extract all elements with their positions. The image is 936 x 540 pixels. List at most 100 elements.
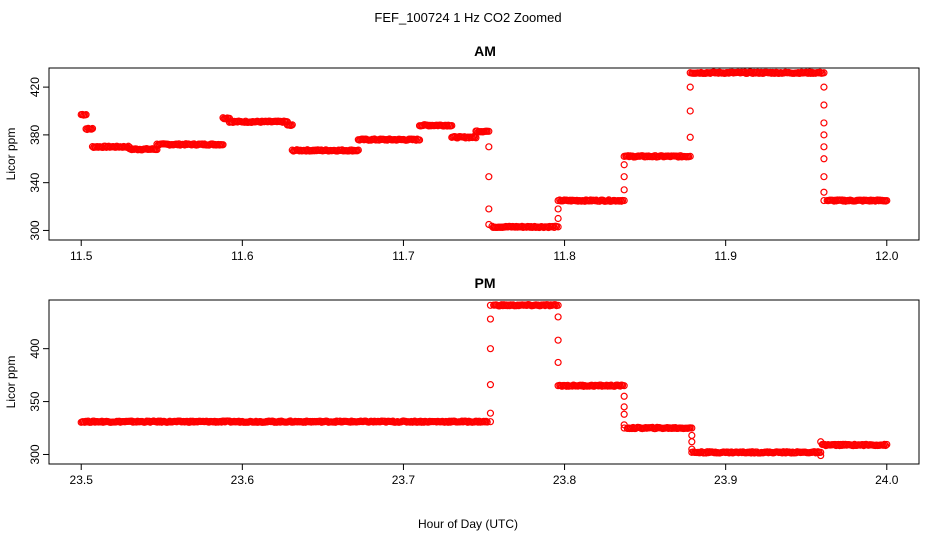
- am-data-point: [686, 69, 694, 77]
- pm-data-point: [688, 445, 696, 453]
- am-panel: AM Licor ppm 11.5 11.6 11.7 11.8 11.9 12.0 30…: [4, 43, 920, 263]
- pm-x-tick-label: 23.7: [392, 473, 416, 487]
- pm-data-point: [688, 448, 696, 456]
- am-data-point: [820, 143, 828, 151]
- pm-data-point: [817, 451, 825, 460]
- pm-data-point: [486, 381, 495, 389]
- pm-x-ticks: 23.5 23.6 23.7 23.8 23.9 24.0: [70, 464, 899, 487]
- am-data-point: [820, 155, 828, 163]
- pm-y-axis-label: Licor ppm: [4, 356, 18, 409]
- pm-data-point: [483, 418, 491, 426]
- am-x-tick-label: 12.0: [875, 249, 899, 263]
- pm-data-point: [688, 431, 696, 440]
- pm-x-tick-label: 23.5: [70, 473, 94, 487]
- am-data-point: [820, 173, 828, 181]
- am-data-point: [820, 101, 828, 109]
- am-x-tick-label: 11.5: [70, 249, 93, 263]
- am-data-point: [485, 205, 493, 213]
- am-x-tick-label: 11.9: [714, 249, 737, 263]
- am-y-tick-label: 340: [28, 172, 42, 192]
- pm-data-point: [882, 441, 890, 450]
- am-points: [77, 68, 891, 232]
- pm-y-tick-label: 400: [28, 338, 42, 358]
- pm-data-point: [880, 440, 889, 448]
- pm-y-ticks: 300 350 400: [28, 338, 49, 464]
- am-y-axis-label: Licor ppm: [4, 128, 18, 181]
- pm-data-point: [620, 403, 628, 411]
- pm-plot-frame: [48, 299, 920, 465]
- pm-data-point: [620, 382, 628, 390]
- pm-data-point: [551, 301, 559, 309]
- pm-data-point: [486, 315, 495, 323]
- pm-data-point: [554, 358, 562, 367]
- pm-y-tick-label: 300: [28, 444, 42, 464]
- am-data-point: [443, 122, 451, 130]
- figure-title: FEF_100724 1 Hz CO2 Zoomed: [374, 10, 561, 25]
- am-data-point: [415, 136, 424, 144]
- am-data-point: [820, 83, 828, 91]
- pm-data-point: [486, 409, 495, 417]
- pm-x-tick-label: 24.0: [875, 473, 899, 487]
- pm-panel-title: PM: [475, 275, 496, 291]
- am-data-point: [485, 143, 493, 151]
- pm-data-point: [620, 424, 628, 432]
- am-data-point: [554, 196, 562, 205]
- am-data-point: [686, 83, 694, 91]
- pm-data-point: [554, 382, 562, 390]
- pm-data-point: [486, 418, 495, 426]
- pm-data-point: [486, 345, 495, 353]
- am-data-point: [620, 196, 628, 205]
- am-data-point: [82, 111, 90, 119]
- am-data-point: [686, 152, 694, 160]
- am-y-ticks: 300 340 380 420: [28, 77, 49, 240]
- pm-data-point: [688, 424, 696, 432]
- am-data-point: [820, 69, 828, 77]
- am-x-tick-label: 11.7: [392, 249, 415, 263]
- am-data-point: [820, 188, 828, 196]
- am-y-tick-label: 300: [28, 220, 42, 240]
- am-data-point: [620, 173, 628, 181]
- am-x-tick-label: 11.8: [553, 249, 576, 263]
- am-plot-frame: [48, 67, 920, 241]
- am-data-point: [883, 197, 891, 205]
- pm-data-point: [620, 410, 628, 418]
- am-data-point: [88, 124, 97, 133]
- pm-data-point: [486, 301, 495, 309]
- pm-data-point: [554, 336, 562, 344]
- am-data-point: [820, 196, 828, 205]
- am-y-tick-label: 420: [28, 77, 42, 97]
- am-data-point: [219, 141, 227, 149]
- pm-data-point: [620, 421, 628, 429]
- am-data-point: [686, 107, 694, 115]
- pm-data-point: [554, 301, 562, 309]
- pm-data-point: [883, 440, 891, 449]
- am-panel-title: AM: [474, 43, 496, 59]
- am-data-point: [620, 152, 628, 160]
- am-data-point: [554, 214, 562, 223]
- am-data-point: [686, 133, 694, 141]
- pm-x-tick-label: 23.6: [231, 473, 255, 487]
- pm-data-point: [620, 392, 628, 400]
- pm-panel: PM Licor ppm 23.5 23.6 23.7 23.8 23.9 24.0 30…: [4, 275, 920, 487]
- am-data-point: [354, 146, 362, 154]
- pm-data-point: [817, 448, 825, 456]
- am-data-point: [448, 121, 456, 130]
- pm-x-tick-label: 23.9: [714, 473, 738, 487]
- am-data-point: [288, 121, 296, 129]
- am-data-point: [554, 205, 562, 213]
- pm-points: [77, 301, 891, 460]
- am-y-tick-label: 380: [28, 125, 42, 145]
- pm-data-point: [817, 438, 825, 446]
- pm-x-tick-label: 23.8: [553, 473, 577, 487]
- am-data-point: [820, 131, 828, 139]
- pm-data-point: [688, 438, 696, 446]
- am-data-point: [620, 186, 628, 194]
- x-axis-label: Hour of Day (UTC): [418, 517, 518, 531]
- am-data-point: [485, 220, 493, 229]
- am-data-point: [620, 161, 628, 169]
- pm-data-point: [554, 313, 562, 321]
- am-data-point: [485, 173, 493, 181]
- pm-y-tick-label: 350: [28, 391, 42, 411]
- am-x-ticks: 11.5 11.6 11.7 11.8 11.9 12.0: [70, 240, 899, 263]
